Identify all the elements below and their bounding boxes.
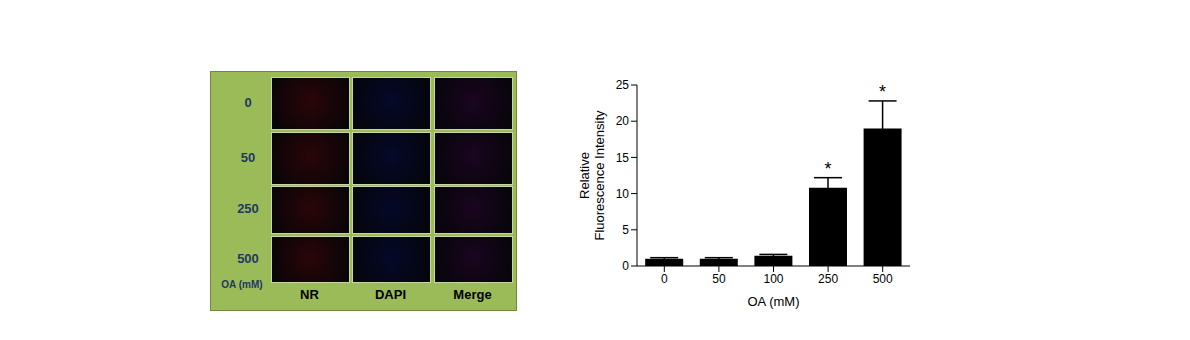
svg-text:0: 0 bbox=[661, 272, 668, 286]
svg-text:5: 5 bbox=[622, 223, 629, 237]
html-text:0: 0 bbox=[244, 94, 252, 110]
svg-text:500: 500 bbox=[873, 272, 893, 286]
svg-text:*: * bbox=[879, 82, 886, 102]
html-text:50: 50 bbox=[240, 149, 256, 165]
svg-text:100: 100 bbox=[763, 272, 783, 286]
html-text:Merge: Merge bbox=[453, 287, 492, 302]
svg-text:*: * bbox=[824, 159, 831, 179]
svg-text:15: 15 bbox=[616, 151, 630, 165]
svg-text:250: 250 bbox=[818, 272, 838, 286]
html-text:500: 500 bbox=[237, 250, 259, 266]
html-text:OA (mM): OA (mM) bbox=[221, 279, 263, 290]
html-text:DAPI: DAPI bbox=[375, 287, 406, 302]
svg-text:OA (mM): OA (mM) bbox=[748, 294, 800, 309]
html-text:250: 250 bbox=[237, 201, 259, 216]
svg-text:20: 20 bbox=[616, 114, 630, 128]
svg-text:0: 0 bbox=[622, 259, 629, 273]
html-text:NR: NR bbox=[300, 287, 319, 302]
svg-text:10: 10 bbox=[616, 187, 630, 201]
svg-text:25: 25 bbox=[616, 78, 630, 92]
svg-text:50: 50 bbox=[712, 272, 726, 286]
svg-text:RelativeFluorescence Intensity: RelativeFluorescence Intensity bbox=[577, 110, 607, 241]
